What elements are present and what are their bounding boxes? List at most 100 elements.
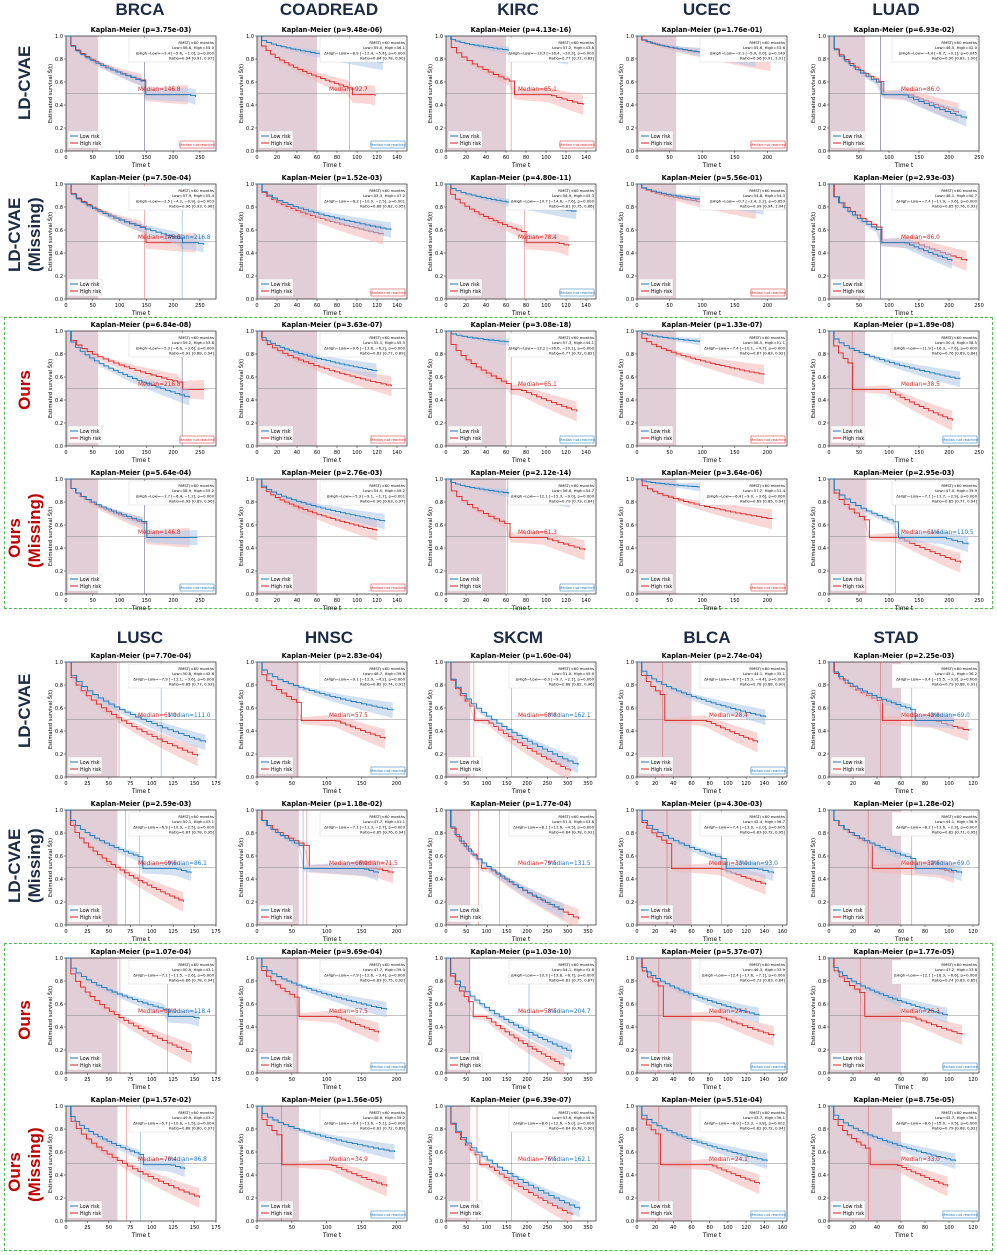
median-not-reached-box [750,288,786,297]
x-tick-label: 80 [922,781,928,787]
x-axis-label: Time t [322,458,342,464]
x-tick-label: 20 [274,303,280,309]
rmst-annotation-line: RMST(<60 months [178,40,214,45]
y-tick-label: 0.8 [818,1127,826,1133]
x-tick-label: 125 [168,1225,178,1231]
y-tick-label: 0.8 [626,500,634,506]
rmst-annotation-line: Ratio=0.87 [0.78, 0.95] [169,830,214,835]
km-panel: Kaplan-Meier (p=6.84e-08) 0.0 0.2 0.4 0.6 0.8… [47,321,217,464]
y-tick-label: 0.0 [246,297,254,303]
rmst-annotation-line: ΔHigh−Low=−13.3 [−16.4, −10.3], p=0.000 [508,50,594,55]
median-label: Median=146.8 [138,87,181,93]
rmst-annotation-line: Ratio=0.93 [0.89, 0.96] [169,499,214,504]
legend-high-label: High risk [80,141,101,147]
y-tick-label: 0.8 [246,1127,254,1133]
x-tick-label: 75 [127,929,133,935]
low-risk-ci-band [66,36,196,105]
rmst-annotation-line: ΔHigh−Low=−5.3 [−6.6, −3.6], p=0.000 [136,345,215,350]
y-tick-label: 0.6 [55,1002,63,1008]
panel-title: Kaplan-Meier (p=4.80e-11) [471,174,572,182]
legend-high-label: High risk [80,767,101,773]
x-tick-label: 20 [850,929,856,935]
median-label: Median=26.3 [901,1009,940,1015]
x-tick-label: 100 [352,450,362,456]
y-tick-label: 0.6 [626,706,634,712]
x-tick-label: 120 [372,155,382,161]
panel-title: Kaplan-Meier (p=1.03e-10) [471,948,572,956]
y-tick-label: 0.4 [435,877,443,883]
median-label: Median=61.3 [518,530,557,536]
km-panel: Kaplan-Meier (p=9.48e-06) 0.0 0.2 0.4 0.6 0.8… [238,26,408,169]
x-tick-label: 200 [168,450,178,456]
y-tick-label: 0.2 [818,421,826,427]
x-tick-label: 40 [294,155,300,161]
y-axis-label: Estimated survival Ŝ(t) [427,212,434,271]
x-tick-label: 100 [944,781,954,787]
median-not-reached-box [942,1210,978,1219]
y-axis-label: Estimated survival Ŝ(t) [238,359,245,418]
y-tick-label: 0.8 [818,205,826,211]
y-tick-label: 0.8 [55,831,63,837]
x-tick-label: 120 [741,1225,751,1231]
x-axis-label: Time t [894,311,914,317]
panel-title: Kaplan-Meier (p=6.84e-08) [91,321,192,329]
x-tick-label: 160 [778,1077,788,1083]
rmst-annotation-line: ΔHigh−Low=−6.4 [−9.0, −3.6], p=0.000 [707,493,786,498]
y-tick-label: 0.8 [435,205,443,211]
y-tick-label: 0.4 [55,729,63,735]
column-header-bottom: STAD [873,628,919,647]
y-tick-label: 0.0 [818,444,826,450]
rmst-annotation-line: Low=54.1, High=41.8 [552,967,594,972]
y-tick-label: 0.2 [626,1196,634,1202]
x-tick-label: 120 [968,781,978,787]
x-tick-label: 60 [314,155,320,161]
legend-low-label: Low risk [80,282,100,288]
x-axis-label: Time t [894,163,914,169]
legend-low-label: Low risk [271,1204,291,1210]
x-tick-label: 0 [444,1077,447,1083]
y-tick-label: 0.6 [818,80,826,86]
x-tick-label: 0 [255,155,258,161]
rmst-annotation-box [508,37,595,63]
y-tick-label: 0.2 [818,126,826,132]
rmst-annotation-line: ΔHigh−Low=−11.9 [−16.3, −7.6], p=0.000 [894,345,978,350]
median-label: Median=111.0 [168,713,211,719]
x-tick-label: 50 [666,155,672,161]
rmst-annotation-line: ΔHigh−Low=−8.1 [−11.6, −4.5], p=0.000 [513,824,594,829]
legend-low-label: Low risk [271,760,291,766]
km-panel: Kaplan-Meier (p=3.64e-06) 0.0 0.2 0.4 0.6 0.8… [618,469,788,612]
y-tick-label: 0.0 [246,149,254,155]
y-axis-label: Estimated survival Ŝ(t) [47,1134,54,1193]
legend-high-label: High risk [651,915,672,921]
rmst-annotation-line: RMST(<60 months [369,962,405,967]
legend-low-label: Low risk [843,908,863,914]
y-tick-label: 0.8 [55,352,63,358]
rmst-annotation-line: Low=50.9, High=43.1 [172,967,214,972]
x-tick-label: 100 [944,929,954,935]
median-label: Median=24.1 [709,1009,748,1015]
x-tick-label: 120 [561,598,571,604]
median-not-reached-label: Median not reached [559,291,595,295]
rmst-annotation-line: Low=53.6, High=44.9 [552,1115,594,1120]
y-tick-label: 0.0 [55,297,63,303]
x-tick-label: 0 [64,598,67,604]
panel-title: Kaplan-Meier (p=8.75e-05) [854,1096,955,1104]
median-not-reached-box [750,583,786,592]
y-tick-label: 0.2 [626,1048,634,1054]
km-panel: Kaplan-Meier (p=1.28e-02) 0.0 0.2 0.4 0.6 0.8… [810,800,980,943]
x-tick-label: 80 [334,155,340,161]
x-tick-label: 120 [372,598,382,604]
x-tick-label: 25 [84,1077,90,1083]
x-tick-label: 100 [723,781,733,787]
legend-low-label: Low risk [80,1204,100,1210]
rmst-annotation-line: RMST(<60 months [369,814,405,819]
x-tick-label: 140 [581,450,591,456]
y-tick-label: 0.2 [55,900,63,906]
y-tick-label: 1.0 [55,956,63,962]
median-label: Median=61.6 [901,530,940,536]
legend-box [638,1200,674,1219]
x-tick-label: 40 [294,303,300,309]
y-tick-label: 0.8 [626,979,634,985]
high-risk-curve [257,35,376,96]
y-axis-label: Estimated survival Ŝ(t) [810,1134,817,1193]
